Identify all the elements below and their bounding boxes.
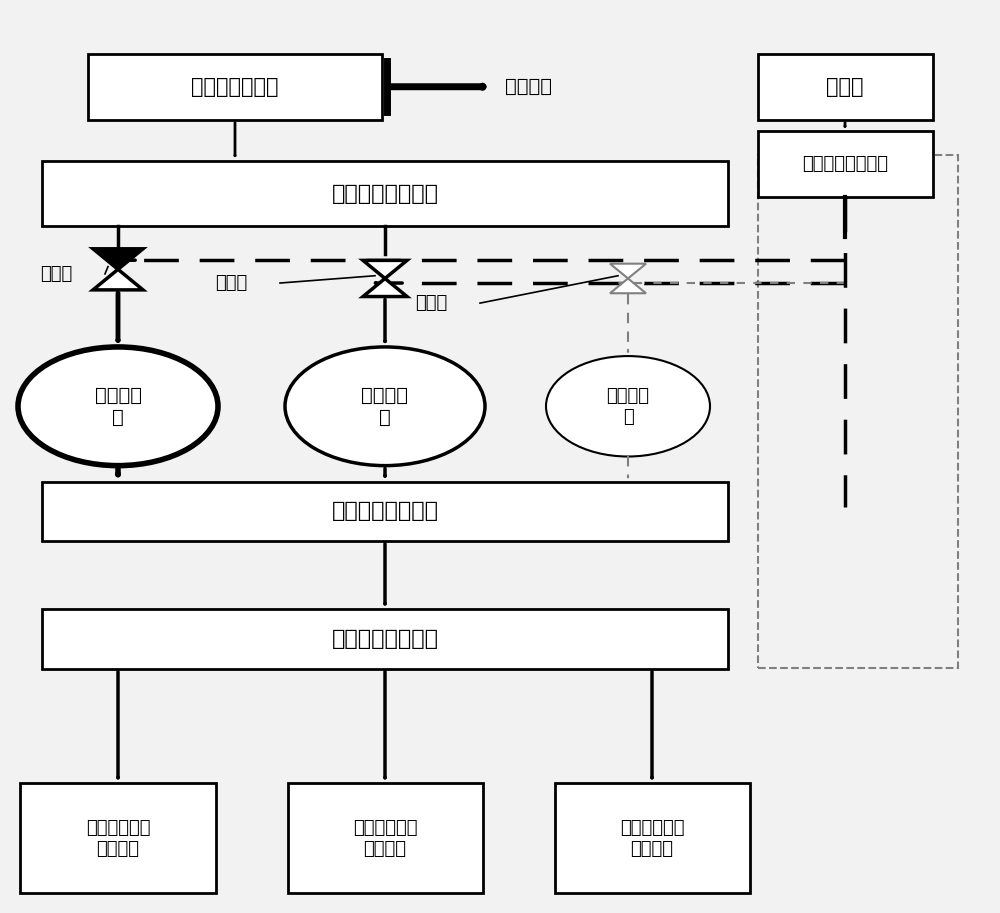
Text: 精密计量
泵: 精密计量 泵 <box>362 386 409 426</box>
Polygon shape <box>93 269 143 290</box>
Text: 第二多通道切换阀: 第二多通道切换阀 <box>332 501 438 521</box>
Text: 精密计量
泵: 精密计量 泵 <box>606 387 650 425</box>
Text: 清洗液: 清洗液 <box>826 77 864 97</box>
Polygon shape <box>610 278 646 293</box>
Text: 分析型高效液
相色谱仪: 分析型高效液 相色谱仪 <box>86 819 150 857</box>
Text: 精密计量
泵: 精密计量 泵 <box>94 386 142 426</box>
Text: 制备液相色谱仪: 制备液相色谱仪 <box>191 77 279 97</box>
Text: 三通阀: 三通阀 <box>215 274 247 292</box>
Bar <box>88 54 382 120</box>
Bar <box>288 783 482 893</box>
Text: 三通阀: 三通阀 <box>40 265 72 283</box>
Polygon shape <box>363 260 407 278</box>
Text: 分析型高效液
相色谱仪: 分析型高效液 相色谱仪 <box>620 819 684 857</box>
Bar <box>758 131 932 197</box>
Polygon shape <box>610 264 646 278</box>
Bar <box>758 155 958 668</box>
Bar <box>42 161 728 226</box>
Ellipse shape <box>18 347 218 466</box>
Text: 第三多通道切换阀: 第三多通道切换阀 <box>332 629 438 649</box>
Ellipse shape <box>285 347 485 466</box>
Text: 第四多通道切换阀: 第四多通道切换阀 <box>802 155 888 173</box>
Bar <box>554 783 750 893</box>
Ellipse shape <box>546 356 710 456</box>
Bar <box>42 610 728 668</box>
Bar <box>20 783 216 893</box>
Bar <box>758 54 932 120</box>
Text: 分析型高效液
相色谱仪: 分析型高效液 相色谱仪 <box>353 819 417 857</box>
Text: 纯化组分: 纯化组分 <box>505 78 552 96</box>
Polygon shape <box>93 249 143 269</box>
Text: 第一多通道切换阀: 第一多通道切换阀 <box>332 184 438 204</box>
Text: 三通阀: 三通阀 <box>415 294 447 312</box>
Polygon shape <box>363 278 407 297</box>
Bar <box>42 482 728 540</box>
